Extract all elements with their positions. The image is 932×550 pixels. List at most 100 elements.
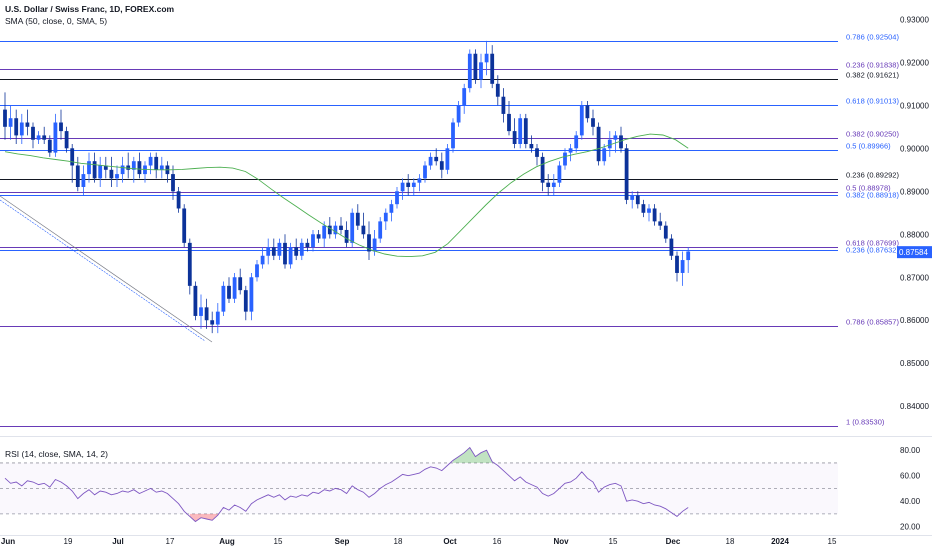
candle-body	[283, 242, 287, 265]
candle-body	[260, 255, 265, 265]
candle-body	[383, 212, 388, 222]
candle-body	[378, 221, 383, 239]
candle-body	[540, 156, 545, 183]
fib-label: 0.786 (0.92504)	[846, 33, 899, 42]
rsi-tick-label: 40.00	[900, 497, 921, 506]
candle-body	[355, 212, 360, 226]
candle-body	[14, 118, 19, 136]
candle-body	[19, 122, 24, 136]
x-tick-label: Aug	[219, 537, 235, 546]
candle-body	[473, 53, 478, 80]
x-tick-label: Jun	[1, 537, 15, 546]
x-tick-label: Sep	[335, 537, 350, 546]
candle-body	[484, 53, 489, 63]
x-tick-label: 2024	[771, 537, 789, 546]
x-tick-label: Jul	[112, 537, 124, 546]
candle-body	[602, 148, 607, 162]
candle-body	[75, 165, 80, 187]
candle-body	[663, 225, 668, 239]
candle-body	[445, 148, 450, 170]
rsi-tick-label: 60.00	[900, 472, 921, 481]
candle-body	[624, 148, 629, 200]
last-price-tag	[897, 246, 932, 259]
candle-body	[490, 53, 495, 84]
candle-body	[339, 225, 343, 230]
last-price-label: 0.87584	[899, 248, 928, 257]
candle-body	[635, 195, 640, 205]
candle-body	[406, 182, 411, 187]
x-tick-label: 16	[493, 537, 502, 546]
candle-body	[535, 148, 539, 157]
fib-label: 0.382 (0.91621)	[846, 71, 899, 80]
fib-label: 1 (0.83530)	[846, 418, 885, 427]
fib-label: 0.5 (0.88978)	[846, 184, 891, 193]
rsi-tick-label: 80.00	[900, 446, 921, 455]
fib-label: 0.236 (0.87632)	[846, 246, 899, 255]
fib-label: 0.236 (0.91838)	[846, 61, 899, 70]
candle-body	[462, 88, 467, 106]
candle-body	[395, 191, 399, 205]
candle-body	[333, 225, 338, 235]
x-tick-label: 18	[394, 537, 403, 546]
candle-body	[501, 96, 506, 114]
candle-body	[277, 242, 282, 256]
candle-body	[238, 277, 243, 291]
y-tick-label: 0.85000	[900, 359, 929, 368]
candle-body	[512, 131, 517, 144]
candle-body	[417, 178, 422, 183]
fib-label: 0.382 (0.88918)	[846, 191, 899, 200]
candle-body	[243, 290, 248, 312]
candle-body	[109, 169, 114, 179]
chart-title: U.S. Dollar / Swiss Franc, 1D, FOREX.com	[5, 4, 175, 14]
candle-body	[551, 182, 556, 187]
candle-body	[154, 156, 159, 170]
candle-body	[316, 234, 321, 239]
rsi-legend[interactable]: RSI (14, close, SMA, 14, 2)	[5, 449, 108, 459]
candle-body	[294, 247, 299, 256]
fib-label: 0.382 (0.90250)	[846, 130, 899, 139]
candle-body	[456, 105, 461, 123]
rsi-panel	[0, 446, 838, 523]
x-tick-label: 15	[274, 537, 283, 546]
candle-body	[322, 225, 327, 239]
candle-body	[221, 285, 226, 312]
grid	[0, 436, 932, 536]
sma-legend[interactable]: SMA (50, close, 0, SMA, 5)	[5, 16, 108, 26]
candle-body	[344, 229, 349, 243]
candle-body	[126, 165, 131, 170]
fib-label: 0.618 (0.87699)	[846, 239, 899, 248]
x-tick-label: 17	[166, 537, 175, 546]
candle-body	[630, 195, 635, 200]
candle-body	[467, 53, 472, 89]
candle-body	[87, 161, 91, 175]
candle-body	[641, 204, 646, 213]
sma-50-line	[4, 133, 689, 258]
candle-body	[686, 251, 691, 261]
rsi-line	[4, 446, 689, 523]
candle-body	[327, 225, 332, 235]
candle-body	[574, 135, 579, 149]
x-tick-label: Nov	[553, 537, 569, 546]
candle-body	[305, 242, 310, 248]
candle-body	[25, 122, 30, 127]
candle-body	[299, 242, 304, 256]
y-tick-label: 0.89000	[900, 187, 929, 196]
candle-body	[619, 135, 623, 149]
rsi-zone-fill	[453, 447, 493, 463]
fib-label: 0.618 (0.91013)	[846, 97, 899, 106]
candle-body	[227, 285, 231, 299]
candle-body	[81, 174, 86, 187]
candle-body	[350, 212, 355, 243]
candle-body	[182, 208, 187, 243]
candle-body	[507, 113, 511, 132]
candle-body	[255, 264, 259, 278]
candle-body	[64, 131, 69, 149]
fib-label: 0.236 (0.89292)	[846, 171, 899, 180]
x-tick-label: 19	[64, 537, 73, 546]
candle-body	[479, 62, 483, 80]
candle-body	[591, 118, 595, 127]
candle-body	[563, 152, 567, 166]
candle-body	[115, 174, 119, 179]
fib-label: 0.786 (0.85857)	[846, 318, 899, 327]
